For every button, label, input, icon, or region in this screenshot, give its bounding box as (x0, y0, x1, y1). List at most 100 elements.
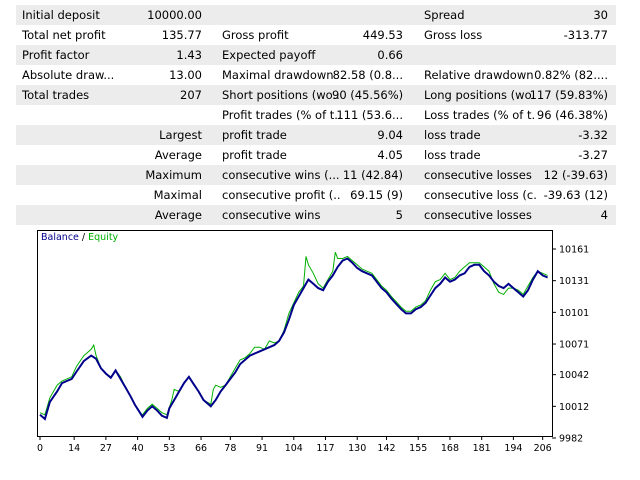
report-value-v2: 5 (395, 208, 403, 222)
chart-legend: Balance / Equity (41, 232, 119, 243)
x-tick-label: 104 (285, 443, 303, 454)
report-label-c2: consecutive wins (222, 208, 321, 222)
report-label-c2: Short positions (wo... (222, 88, 340, 102)
y-tick-label: 10101 (559, 308, 589, 319)
report-row: Maximal consecutive profit (... 69.15 (9) c… (16, 185, 616, 205)
report-label-c2: consecutive wins (... (222, 168, 340, 182)
report-row: Total trades 207 Short positions (wo... 90 … (16, 85, 616, 105)
report-value-v3: 96 (46.38%) (536, 108, 608, 122)
report-label-c2: Expected payoff (222, 48, 316, 62)
report-value-v3: 4 (600, 208, 608, 222)
report-value-v2: 69.15 (9) (350, 188, 403, 202)
report-label-c3 (424, 45, 536, 65)
y-tick-label: 9982 (559, 434, 583, 445)
x-tick-label: 142 (377, 443, 395, 454)
report-row: Absolute draw... 13.00 Maximal drawdown 82.… (16, 65, 616, 85)
report-label-c3: Long positions (wo... (424, 88, 536, 102)
report-value-v3: 0.82% (82.... (534, 68, 608, 82)
legend-balance: Balance (41, 232, 79, 243)
report-label-c3: Spread (424, 8, 465, 22)
report-label-c3: loss trade (424, 148, 481, 162)
x-tick-label: 155 (409, 443, 427, 454)
report-label-c3: Loss trades (% of t... (424, 108, 536, 122)
y-tick-label: 10012 (559, 402, 589, 413)
y-axis: 10161 10131 10101 10071 10042 10012 9982 (552, 245, 589, 445)
report-label-c2: profit trade (222, 148, 287, 162)
report-value-v1: 1.43 (176, 48, 202, 62)
report-value-v3: 30 (593, 8, 608, 22)
report-row: Profit factor 1.43 Expected payoff 0.66 (16, 45, 616, 65)
report-value-v2: 449.53 (362, 28, 403, 42)
x-tick-label: 78 (224, 443, 236, 454)
chart-frame (37, 230, 553, 437)
x-tick-label: 66 (195, 443, 207, 454)
report-value-v2: 111 (53.6... (336, 108, 403, 122)
report-value-v3: -3.32 (578, 128, 608, 142)
x-axis: 0 14 27 40 53 66 78 91 104 117 130 142 155 168 181 194 2… (37, 437, 552, 454)
report-value-v1: 207 (180, 88, 202, 102)
report-value-v1: 10000.00 (147, 8, 202, 22)
equity-line (39, 252, 548, 416)
x-tick-label: 206 (534, 443, 552, 454)
report-row: Total net profit 135.77 Gross profit 449.53… (16, 25, 616, 45)
x-tick-label: 0 (37, 443, 43, 454)
report-value-v1: Maximal (153, 188, 202, 202)
report-value-v1 (116, 105, 202, 125)
report-value-v3: -3.27 (578, 148, 608, 162)
report-label-c3: Gross loss (424, 28, 483, 42)
report-label-c2: Maximal drawdown (222, 68, 334, 82)
x-tick-label: 117 (316, 443, 334, 454)
report-row: Average consecutive wins 5 consecutive loss… (16, 205, 616, 225)
legend-equity: Equity (88, 232, 118, 243)
x-tick-label: 130 (348, 443, 366, 454)
report-value-v3 (522, 45, 608, 65)
report-value-v2: 4.05 (377, 148, 403, 162)
report-row: Largest profit trade 9.04 loss trade -3.32 (16, 125, 616, 145)
report-label-c3: Relative drawdown (424, 68, 534, 82)
legend-separator: / (79, 232, 88, 243)
x-tick-label: 194 (504, 443, 522, 454)
report-value-v2 (332, 5, 403, 25)
report-value-v1: Largest (159, 128, 202, 142)
x-tick-label: 27 (100, 443, 112, 454)
report-label-c3: loss trade (424, 128, 481, 142)
report-value-v1: Average (154, 148, 202, 162)
report-label-c3: consecutive loss (c... (424, 188, 536, 202)
report-label-c1: Initial deposit (22, 8, 100, 22)
report-value-v2: 9.04 (377, 128, 403, 142)
x-tick-label: 91 (256, 443, 268, 454)
report-label-c2: Gross profit (222, 28, 289, 42)
report-row: Initial deposit 10000.00 Spread 30 (16, 5, 616, 25)
report-value-v3: 12 (-39.63) (543, 168, 608, 182)
report-row: Profit trades (% of t... 111 (53.6... Loss… (16, 105, 616, 125)
report-table: Initial deposit 10000.00 Spread 30 Total net… (16, 5, 616, 225)
report-value-v3: -39.63 (12) (543, 188, 608, 202)
y-tick-label: 10071 (559, 340, 589, 351)
report-value-v1: 135.77 (161, 28, 202, 42)
x-tick-label: 40 (132, 443, 144, 454)
report-label-c1: Total trades (22, 88, 90, 102)
report-value-v3: -313.77 (563, 28, 608, 42)
report-value-v1: Maximum (145, 168, 202, 182)
x-tick-label: 181 (473, 443, 491, 454)
x-tick-label: 168 (441, 443, 459, 454)
x-tick-label: 53 (163, 443, 175, 454)
report-label-c2: Profit trades (% of t... (222, 108, 340, 122)
y-tick-label: 10161 (559, 245, 589, 256)
report-label-c2: consecutive profit (... (222, 188, 340, 202)
report-label-c1: Absolute draw... (22, 68, 115, 82)
y-tick-label: 10042 (559, 370, 589, 381)
report-label-c1: Profit factor (22, 48, 90, 62)
x-tick-label: 14 (68, 443, 80, 454)
report-label-c3: consecutive losses ... (424, 168, 536, 182)
report-value-v1: 13.00 (169, 68, 202, 82)
y-tick-label: 10131 (559, 276, 589, 287)
balance-line (39, 257, 548, 421)
report-value-v2: 11 (42.84) (342, 168, 403, 182)
balance-equity-chart: 10161 10131 10101 10071 10042 10012 9982 0 14 27… (36, 229, 616, 455)
report-value-v2: 82.58 (0.8... (332, 68, 403, 82)
report-row: Maximum consecutive wins (... 11 (42.84) co… (16, 165, 616, 185)
report-value-v3: 117 (59.83%) (529, 88, 608, 102)
report-label-c2 (222, 5, 340, 25)
